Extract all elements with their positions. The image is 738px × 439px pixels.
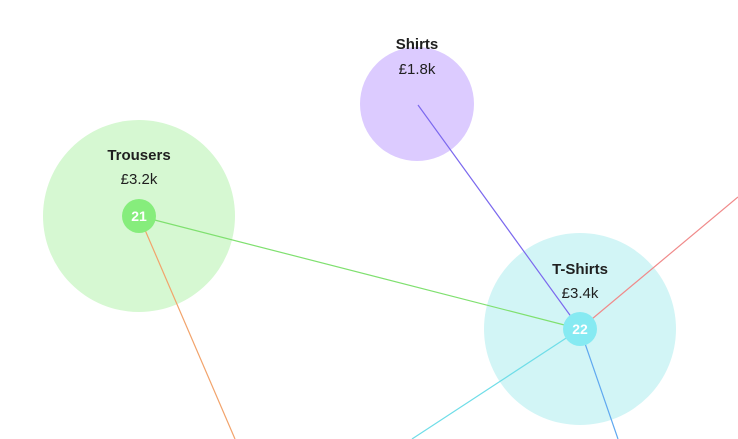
node-value-tshirts: £3.4k bbox=[562, 285, 599, 302]
link-tshirts-to-offscreen-bottom[interactable] bbox=[579, 328, 619, 439]
node-value-trousers: £3.2k bbox=[121, 171, 158, 188]
node-circle-shirts[interactable] bbox=[360, 47, 474, 161]
badge-label-tshirts: 22 bbox=[572, 321, 588, 337]
link-trousers-to-offscreen[interactable] bbox=[138, 215, 236, 439]
node-title-trousers: Trousers bbox=[107, 147, 170, 164]
link-trousers-to-tshirts[interactable] bbox=[138, 215, 581, 330]
node-title-tshirts: T-Shirts bbox=[552, 261, 608, 278]
badge-circle-trousers[interactable] bbox=[122, 199, 156, 233]
link-tshirts-to-offscreen-top-right[interactable] bbox=[579, 196, 738, 330]
node-title-shirts: Shirts bbox=[396, 36, 439, 53]
link-shirts-to-tshirts[interactable] bbox=[417, 104, 581, 330]
badge-circle-tshirts[interactable] bbox=[563, 312, 597, 346]
node-value-shirts: £1.8k bbox=[399, 61, 436, 78]
link-tshirts-to-offscreen-bottom-left[interactable] bbox=[411, 328, 581, 439]
badge-label-trousers: 21 bbox=[131, 208, 147, 224]
